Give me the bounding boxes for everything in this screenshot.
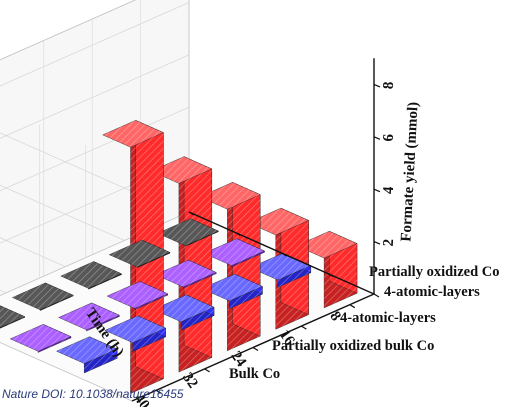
y-tick [301,325,307,330]
bar-top-hatch [60,261,122,289]
bar-top-hatch [109,240,170,267]
y-tick [155,389,162,394]
y-tick [349,304,356,309]
bar-top-hatch [203,238,265,266]
bar-top-hatch [153,294,214,322]
bar [9,323,72,353]
bar-side-hatch [38,336,71,353]
bar-top-hatch [155,260,217,287]
x-tick [281,252,287,257]
bar [104,315,167,352]
bar [295,230,358,309]
bar-top-hatch [247,208,309,235]
bar-side-hatch [183,272,217,289]
bar-top-hatch [104,315,166,343]
bar-top-hatch [157,218,219,246]
bar [201,273,263,310]
z-gridline [0,2,190,192]
x-tick [373,293,380,298]
bar [154,259,217,289]
x-tick [234,231,241,237]
bar-top-hatch [296,231,357,259]
bars [0,119,358,394]
bar [56,336,118,374]
bar [152,294,215,331]
y-tick [204,368,210,373]
x-tick [327,272,334,278]
bar-side-hatch [229,286,263,309]
bar-side-hatch [181,307,214,331]
y-tick-label: 32 [179,370,201,391]
bar-top-hatch [12,282,74,310]
bar-top-hatch [102,120,164,148]
z-tick-label: 4 [381,186,397,195]
bar [108,239,171,269]
z-axis-title: Formate yield (mmol) [398,101,421,242]
z-tick-label: 8 [381,81,397,89]
bar-top-hatch [56,336,118,364]
axes [131,58,381,402]
bar-top-hatch [151,156,212,184]
z-tick-label: 2 [381,238,397,246]
source-credit: Nature DOI: 10.1038/nature16455 [2,387,184,401]
x-tick [188,211,195,216]
z-tick-label: 6 [381,133,397,142]
x-tick-label: Bulk Co [229,366,280,382]
x-tick-label: 4-atomic-layers [384,284,480,300]
bar-side-hatch [231,251,265,267]
bar-top-hatch [10,324,71,352]
z-gridline [0,54,190,245]
x-tick-label: Partially oxidized Co [369,264,500,280]
bar-side-hatch [84,349,118,373]
z-tick [373,241,381,245]
bar [0,305,26,329]
bar [106,281,169,311]
z-tick [373,188,381,193]
x-tick-label: 4-atomic-layers [340,310,436,326]
bar-front-hatch [184,156,212,358]
bar-top-hatch [201,274,263,301]
bar-top-hatch [58,302,120,330]
bar [157,218,219,247]
bar [60,261,122,290]
z-tick [373,136,381,140]
y-tick [252,346,259,352]
bar-top-hatch [107,281,168,309]
bar-side-hatch [277,265,311,288]
bar-side-hatch [132,328,166,352]
bar-top-hatch [0,305,25,328]
bar-top-hatch [199,182,261,210]
z-tick [373,83,381,88]
bar-side-hatch [134,293,168,310]
bar [11,282,74,311]
bar [203,238,265,268]
x-tick-label: Partially oxidized bulk Co [272,338,434,354]
bar-side-hatch [86,315,120,332]
bar [58,302,120,332]
